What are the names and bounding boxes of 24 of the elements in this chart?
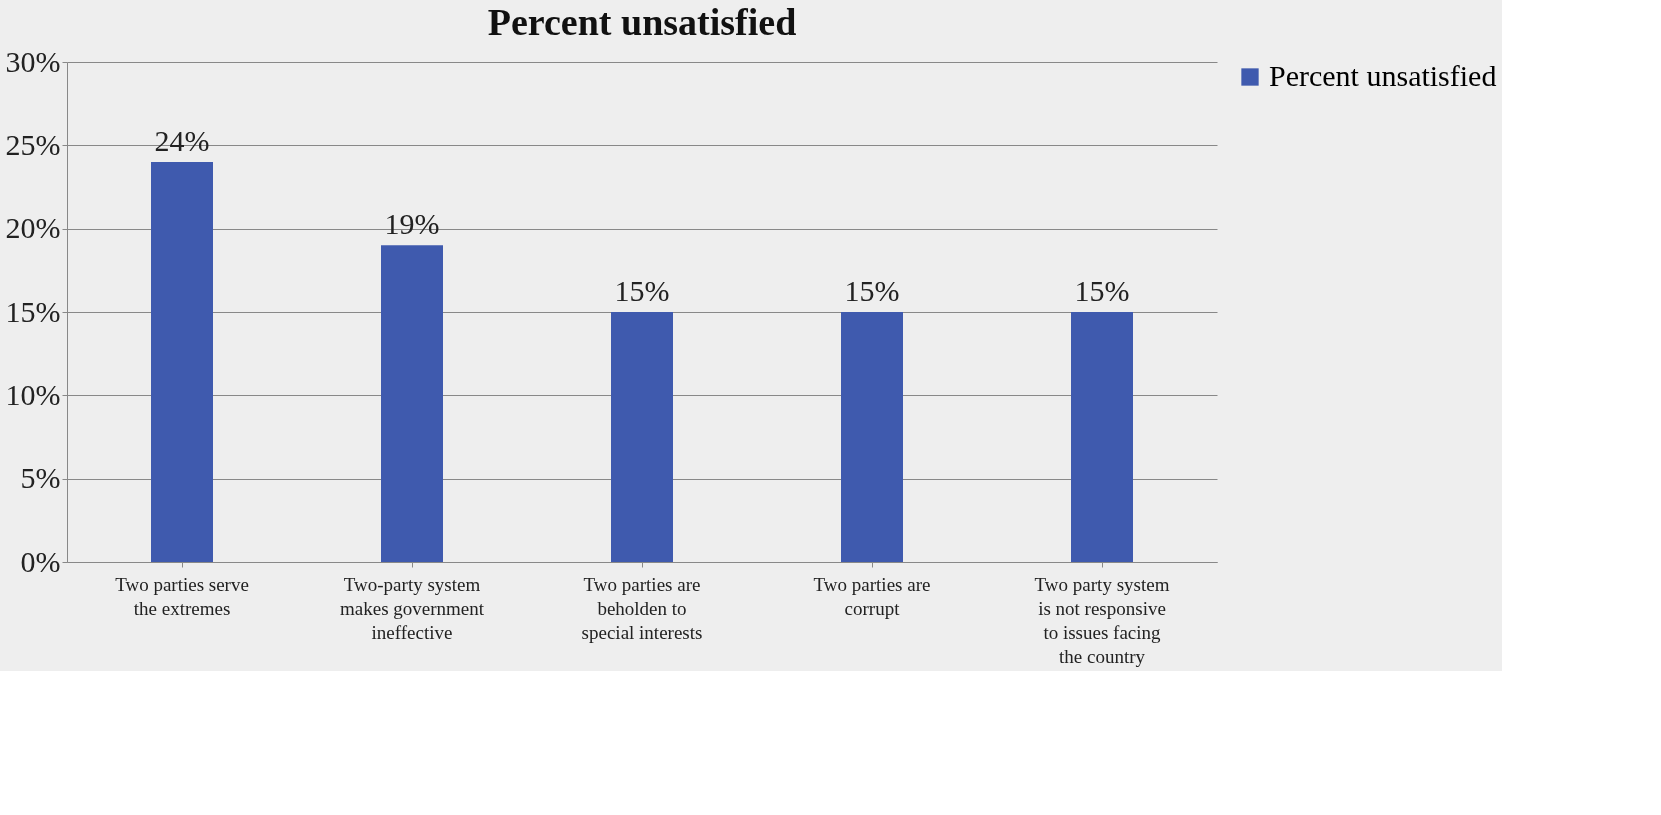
y-tick-label: 10% — [5, 377, 61, 411]
bar — [1071, 312, 1133, 562]
data-label: 24% — [154, 124, 210, 157]
bar — [381, 245, 443, 562]
y-tick-label: 25% — [5, 127, 61, 161]
data-label: 15% — [614, 274, 670, 307]
data-label: 15% — [1074, 274, 1130, 307]
x-tick-label: Two parties are corrupt — [813, 573, 931, 619]
legend-label: Percent unsatisfied — [1269, 59, 1497, 92]
bar — [841, 312, 903, 562]
y-tick-label: 20% — [5, 211, 61, 245]
y-tick-label: 5% — [20, 461, 61, 495]
chart-title: Percent unsatisfied — [487, 1, 797, 43]
data-label: 15% — [844, 274, 900, 307]
data-label: 19% — [384, 207, 440, 241]
y-tick-label: 15% — [5, 294, 61, 328]
y-tick-label: 30% — [5, 44, 61, 78]
x-tick-label: Two-party system makes government ineffective — [339, 573, 485, 643]
x-tick-label: Two party system is not responsive to issues facing the country — [1034, 573, 1170, 667]
y-tick-label: 0% — [20, 544, 61, 578]
x-tick-label: Two parties serve the extremes — [115, 573, 249, 619]
bar — [611, 312, 673, 562]
x-tick-label: Two parties are beholden to special interests — [581, 573, 703, 643]
bar — [151, 162, 213, 562]
